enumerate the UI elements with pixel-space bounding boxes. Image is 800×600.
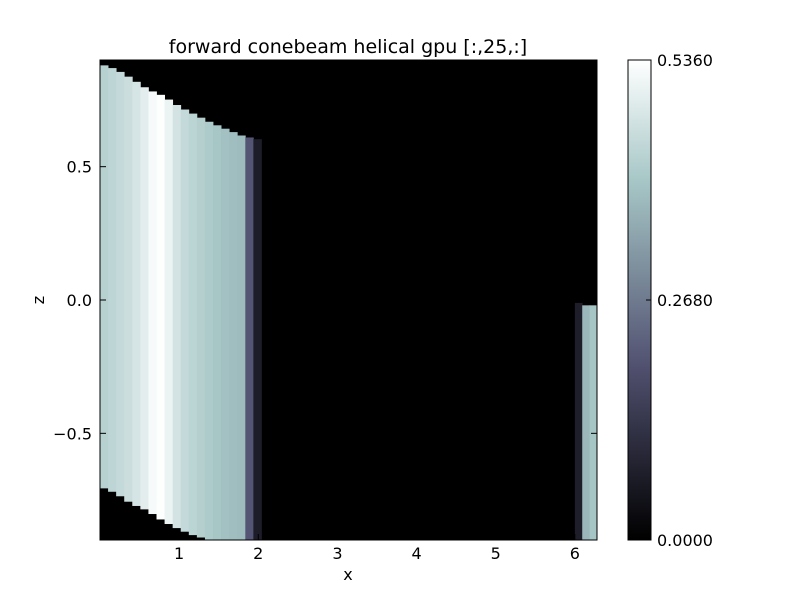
heatmap-cell — [188, 113, 198, 536]
heatmap-cell — [229, 132, 238, 540]
heatmap-cell — [108, 68, 117, 492]
heatmap-cell — [172, 105, 182, 529]
heatmap-cell — [245, 137, 254, 540]
x-tick-label: 3 — [332, 544, 342, 563]
heatmap-cell — [213, 125, 222, 540]
heatmap-cell — [589, 305, 597, 540]
heatmap-region — [574, 302, 597, 540]
colorbar-tick-label: 0.0000 — [657, 531, 713, 550]
heatmap-cell — [140, 87, 149, 510]
heatmap-cell — [116, 71, 125, 497]
y-tick-label: −0.5 — [53, 424, 92, 443]
x-axis-label: x — [343, 565, 352, 584]
heatmap-cell — [164, 99, 174, 525]
heatmap-cell — [100, 65, 109, 489]
heatmap-cell — [204, 121, 214, 540]
colorbar-tick-label: 0.5360 — [657, 51, 713, 70]
x-tick-label: 2 — [253, 544, 263, 563]
colorbar-tick-label: 0.2680 — [657, 291, 713, 310]
heatmap-cell — [148, 91, 157, 515]
y-tick-label: 0.0 — [67, 291, 92, 310]
heatmap-cell — [582, 305, 591, 540]
heatmap-region — [100, 65, 262, 540]
heatmap-cell — [196, 117, 206, 538]
x-tick-label: 1 — [174, 544, 184, 563]
heatmap-cell — [253, 139, 262, 540]
heatmap-cell — [237, 135, 246, 540]
x-tick-label: 5 — [491, 544, 501, 563]
chart-title: forward conebeam helical gpu [:,25,:] — [169, 36, 527, 58]
x-tick-label: 4 — [411, 544, 421, 563]
heatmap-cell — [132, 81, 141, 506]
plot-area — [100, 60, 597, 540]
heatmap-cell — [156, 94, 165, 520]
heatmap-cell — [180, 109, 190, 532]
colorbar: 0.0000 0.2680 0.5360 — [627, 51, 713, 550]
x-tick-label: 6 — [570, 544, 580, 563]
heatmap-cell — [124, 76, 133, 502]
heatmap-cell — [221, 128, 230, 540]
y-axis-label: z — [29, 296, 48, 304]
axes: 1 2 3 4 5 6 0.5 0.0 −0.5 — [53, 59, 598, 563]
y-tick-label: 0.5 — [67, 158, 92, 177]
heatmap-cell — [574, 302, 583, 540]
